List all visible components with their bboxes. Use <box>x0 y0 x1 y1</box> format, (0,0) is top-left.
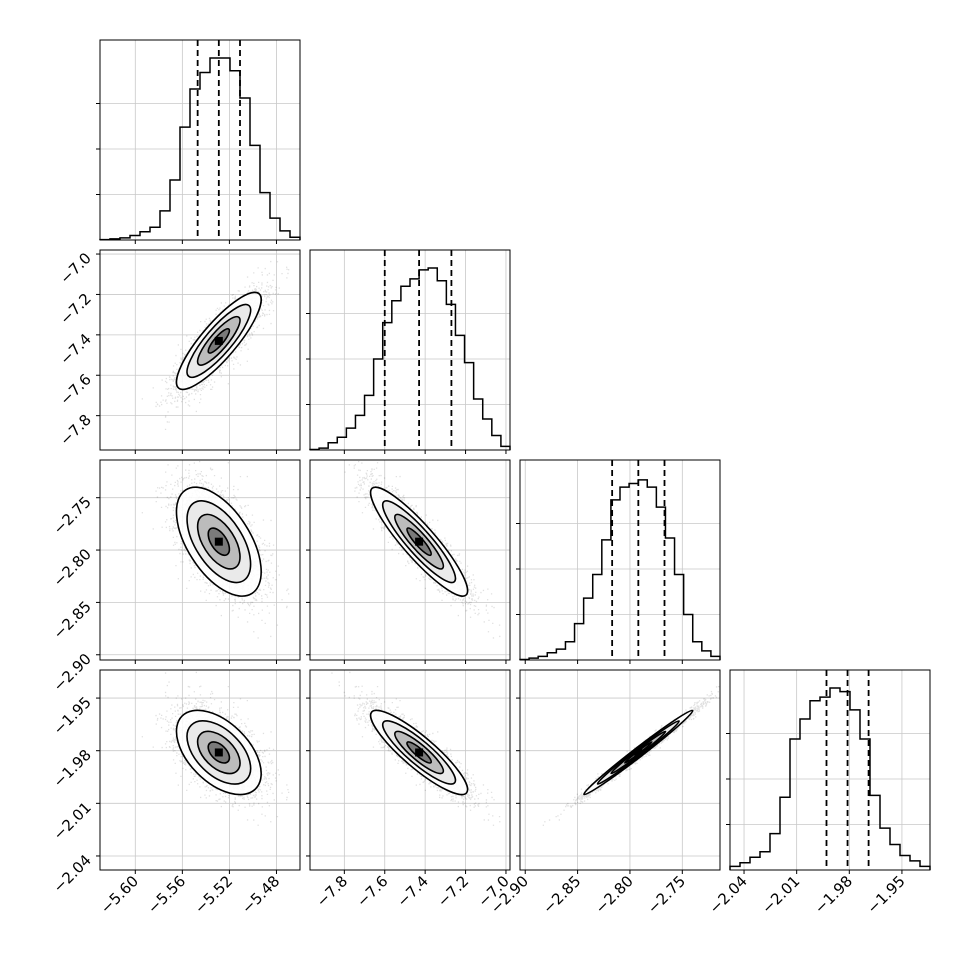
x-tick-label: −7.8 <box>313 872 351 910</box>
panel-frame <box>309 249 511 451</box>
density-peak <box>415 537 424 546</box>
y-tick-label: −2.85 <box>50 598 95 643</box>
histogram-step <box>729 687 931 870</box>
x-tick-label: −5.56 <box>144 872 189 917</box>
histogram-panel-2 <box>306 249 511 454</box>
panel-frame <box>309 459 511 661</box>
y-tick-label: −2.75 <box>50 493 95 538</box>
panel-frame <box>99 39 301 241</box>
x-tick-label: −2.80 <box>592 872 637 917</box>
density-peak <box>214 537 223 546</box>
scatter-panel-4-1: −2.04 −2.01 −1.98 −1.95 −5.60 −5.56 −5.52 −5.48 <box>50 669 301 917</box>
y-tick-label: −7.2 <box>56 290 94 328</box>
panel-frame <box>99 669 301 871</box>
x-tick-label: −7.4 <box>393 872 431 910</box>
scatter-panel-3-2 <box>306 459 511 664</box>
y-tick-label: −1.98 <box>50 746 95 791</box>
scatter-panel-4-2: −7.8 −7.6 −7.4 −7.2 −7.0 <box>306 669 513 911</box>
panel-frame <box>99 459 301 661</box>
scatter-panel-4-3: −2.90 −2.85 −2.80 −2.75 <box>487 669 721 917</box>
x-tick-label: −5.48 <box>238 872 283 917</box>
density-peak <box>415 748 424 757</box>
x-tick-label: −5.60 <box>97 872 142 917</box>
y-tick-label: −2.90 <box>50 650 95 695</box>
density-peak <box>214 336 223 345</box>
y-tick-label: −2.01 <box>50 798 95 843</box>
panel-frame <box>519 459 721 661</box>
y-tick-label: −7.6 <box>56 370 94 408</box>
y-tick-label: −7.8 <box>56 411 94 449</box>
x-tick-label: −5.52 <box>191 872 236 917</box>
panel-frame <box>519 669 721 871</box>
y-tick-label: −2.04 <box>50 851 95 896</box>
scatter-panel-2-1: −7.8−7.6−7.4−7.2−7.0 <box>56 249 301 454</box>
histogram-step <box>309 267 511 451</box>
x-tick-label: −2.85 <box>539 872 584 917</box>
y-tick-label: −7.0 <box>56 249 94 287</box>
x-tick-label: −2.75 <box>644 872 689 917</box>
y-tick-label: −2.80 <box>50 545 95 590</box>
density-peak <box>634 748 643 757</box>
scatter-panel-3-1: −2.90 −2.85 −2.80 −2.75 <box>50 459 301 695</box>
panel-frame <box>99 249 301 451</box>
histogram-panel-4: −2.04 −2.01 −1.98 −1.95 <box>706 669 931 917</box>
histogram-panel-1 <box>96 39 301 244</box>
panel-frame <box>309 669 511 871</box>
x-tick-label: −1.98 <box>811 872 856 917</box>
x-tick-label: −7.6 <box>353 872 391 910</box>
x-tick-label: −2.04 <box>706 872 751 917</box>
histogram-step <box>99 57 301 241</box>
histogram-step <box>519 479 721 661</box>
density-peak <box>214 748 223 757</box>
y-tick-label: −1.95 <box>50 693 95 738</box>
x-tick-label: −7.2 <box>434 872 472 910</box>
histogram-panel-3 <box>516 459 721 664</box>
panel-frame <box>729 669 931 871</box>
x-tick-label: −1.95 <box>864 872 909 917</box>
x-tick-label: −2.01 <box>758 872 803 917</box>
y-tick-label: −7.4 <box>56 330 94 368</box>
